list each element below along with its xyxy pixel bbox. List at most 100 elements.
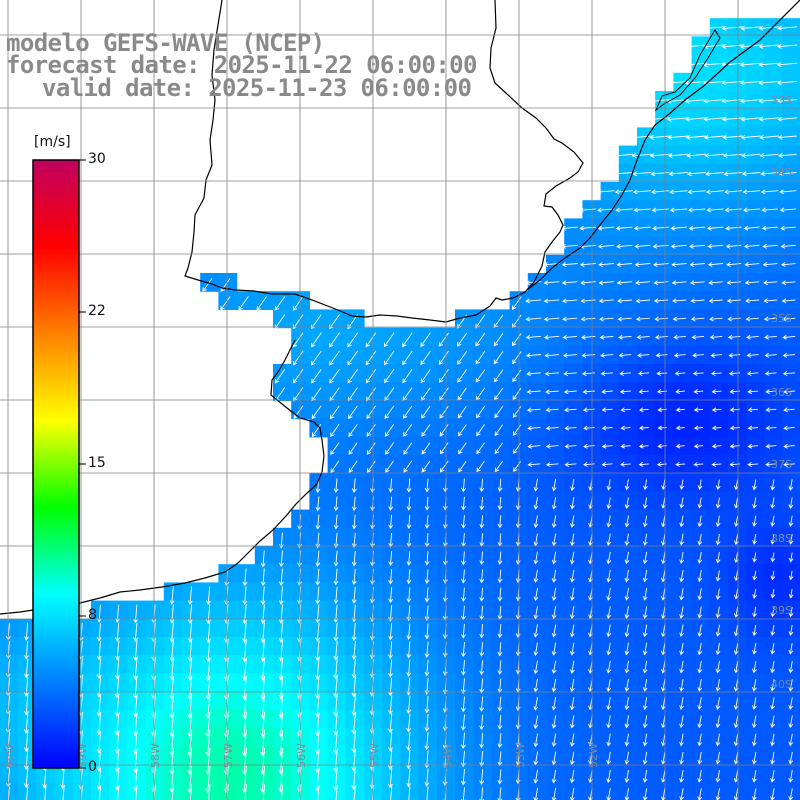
wind-arrow (406, 478, 412, 493)
wind-arrow (476, 460, 485, 473)
wind-arrow (620, 462, 631, 467)
lon-label: 55W (368, 743, 381, 768)
wind-arrow (333, 586, 339, 605)
wind-arrow (723, 171, 743, 177)
wind-arrow (739, 80, 762, 86)
wind-arrow (635, 298, 651, 304)
wind-arrow (660, 733, 666, 747)
wind-arrow (421, 442, 431, 455)
wind-arrow (7, 786, 10, 800)
wind-arrow (635, 280, 651, 286)
wind-arrow (758, 44, 780, 49)
wind-arrow (710, 352, 723, 358)
wind-arrow (624, 788, 630, 800)
wind-arrow (512, 369, 522, 383)
model-title: modelo GEFS-WAVE (NCEP) (6, 29, 325, 57)
wind-arrow (679, 770, 684, 783)
wind-arrow (564, 425, 577, 431)
wind-arrow (424, 659, 430, 677)
wind-arrow (493, 314, 504, 329)
wind-arrow (697, 606, 703, 619)
wind-arrow (624, 751, 630, 765)
wind-arrow (671, 280, 687, 286)
wind-arrow (788, 715, 794, 729)
wind-arrow (770, 661, 776, 674)
wind-arrow (551, 697, 557, 711)
wind-arrow (721, 25, 743, 31)
wind-arrow (760, 189, 779, 195)
wind-arrow (606, 733, 612, 747)
wind-arrow (238, 296, 249, 311)
wind-arrow (770, 588, 776, 599)
wind-arrow (642, 715, 648, 729)
wind-arrow (733, 788, 739, 800)
wind-arrow (788, 697, 794, 710)
wind-arrow (569, 733, 575, 747)
wind-arrow (388, 551, 394, 567)
wind-arrow (600, 371, 614, 377)
wind-arrow (461, 496, 467, 511)
wind-arrow (426, 786, 429, 800)
wind-arrow (424, 732, 430, 751)
wind-arrow (564, 462, 577, 468)
wind-arrow (26, 786, 29, 800)
wind-arrow (758, 98, 780, 104)
wind-arrow (366, 424, 376, 437)
wind-arrow (697, 515, 703, 528)
wind-arrow (439, 405, 449, 419)
wind-arrow (208, 784, 211, 800)
wind-arrow (679, 551, 685, 565)
wind-arrow (788, 770, 794, 783)
wind-arrow (274, 387, 286, 402)
wind-arrow (721, 44, 744, 49)
wind-arrow (387, 749, 393, 770)
wind-arrow (747, 425, 759, 431)
wind-arrow (570, 479, 575, 492)
wind-arrow (133, 640, 138, 661)
wind-arrow (705, 189, 724, 195)
wind-arrow (461, 605, 466, 621)
wind-arrow (765, 407, 777, 413)
wind-arrow (551, 533, 557, 547)
wind-arrow (660, 751, 666, 765)
wind-arrow (655, 352, 668, 358)
wind-arrow (497, 551, 503, 565)
wind-arrow (424, 514, 430, 529)
wind-arrow (569, 533, 575, 547)
wind-arrow (406, 569, 412, 585)
wind-arrow (744, 243, 760, 249)
wind-arrow (420, 332, 431, 348)
wind-arrow (601, 389, 613, 395)
wind-arrow (606, 715, 612, 729)
wind-arrow (23, 695, 29, 716)
wind-arrow (697, 733, 703, 747)
wind-arrow (742, 189, 761, 195)
wind-arrow (458, 460, 467, 473)
wind-arrow (777, 134, 797, 140)
wind-arrow (617, 316, 632, 322)
wind-arrow (424, 587, 430, 603)
wind-arrow (765, 389, 777, 395)
wind-arrow (764, 371, 777, 376)
wind-arrow (770, 534, 776, 545)
wind-arrow (673, 352, 686, 358)
wind-arrow (788, 661, 794, 674)
wind-arrow (438, 369, 449, 383)
wind-arrow (744, 262, 760, 267)
speed-cell (400, 418, 420, 438)
wind-arrow (563, 389, 577, 395)
wind-arrow (788, 751, 794, 765)
wind-arrow (776, 80, 798, 86)
wind-arrow (242, 568, 248, 587)
wind-arrow (598, 298, 614, 304)
wind-arrow (479, 696, 485, 712)
wind-arrow (421, 424, 431, 437)
wind-arrow (667, 116, 689, 122)
wind-arrow (679, 606, 685, 619)
wind-arrow (315, 622, 321, 643)
wind-arrow (406, 641, 412, 659)
wind-arrow (581, 352, 596, 358)
wind-arrow (408, 786, 411, 800)
wind-arrow (632, 189, 652, 195)
wind-arrow (479, 642, 485, 657)
